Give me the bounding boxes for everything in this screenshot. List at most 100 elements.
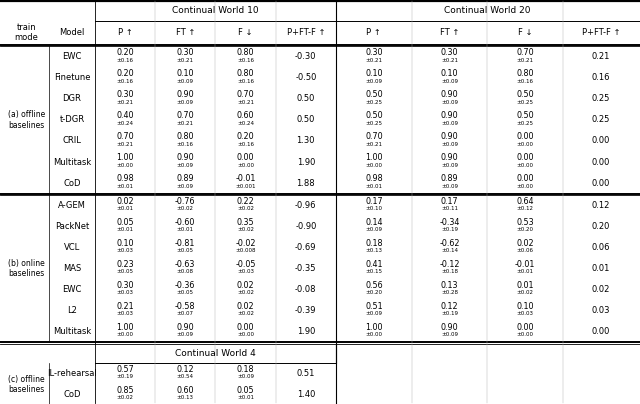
Text: ±0.08: ±0.08 [177,269,194,274]
Text: ±0.09: ±0.09 [177,332,194,337]
Text: 0.20: 0.20 [592,222,610,231]
Text: 0.70: 0.70 [116,133,134,141]
Text: (a) offline
baselines: (a) offline baselines [8,110,45,130]
Text: ±0.09: ±0.09 [441,332,458,337]
Text: -0.63: -0.63 [175,260,195,269]
Text: ±0.09: ±0.09 [365,227,382,232]
Text: ±0.16: ±0.16 [116,79,133,84]
Text: 0.89: 0.89 [441,175,458,183]
Text: 0.30: 0.30 [177,48,194,57]
Text: -0.62: -0.62 [439,239,460,248]
Text: ±0.09: ±0.09 [441,163,458,168]
Text: 0.00: 0.00 [592,327,610,336]
Text: 1.00: 1.00 [365,154,383,162]
Text: -0.81: -0.81 [175,239,195,248]
Text: ±0.05: ±0.05 [177,290,194,295]
Text: P ↑: P ↑ [367,28,381,37]
Text: -0.08: -0.08 [295,285,317,294]
Text: Continual World 10: Continual World 10 [172,6,259,15]
Text: DGR: DGR [63,95,81,103]
Text: ±0.01: ±0.01 [365,184,382,189]
Text: 0.00: 0.00 [592,158,610,166]
Text: ±0.00: ±0.00 [365,332,382,337]
Text: Continual World 4: Continual World 4 [175,349,256,358]
Text: Model: Model [60,28,84,37]
Text: 0.18: 0.18 [365,239,383,248]
Text: ±0.16: ±0.16 [177,142,194,147]
Text: ±0.09: ±0.09 [177,163,194,168]
Text: ±0.12: ±0.12 [516,206,534,211]
Text: A-GEM: A-GEM [58,201,86,210]
Text: 0.03: 0.03 [591,306,610,315]
Text: 1.90: 1.90 [297,158,315,166]
Text: 0.70: 0.70 [177,112,194,120]
Text: ±0.28: ±0.28 [441,290,458,295]
Text: ±0.19: ±0.19 [441,311,458,316]
Text: ±0.03: ±0.03 [116,248,133,253]
Text: 0.02: 0.02 [237,281,254,290]
Text: ±0.13: ±0.13 [365,248,382,253]
Text: 0.41: 0.41 [365,260,383,269]
Text: 1.00: 1.00 [116,323,134,332]
Text: 0.56: 0.56 [365,281,383,290]
Text: 0.10: 0.10 [365,69,383,78]
Text: 0.21: 0.21 [116,302,134,311]
Text: ±0.09: ±0.09 [177,79,194,84]
Text: 0.10: 0.10 [516,302,534,311]
Text: 0.51: 0.51 [297,369,315,378]
Text: ±0.09: ±0.09 [441,184,458,189]
Text: 0.02: 0.02 [237,302,254,311]
Text: 0.90: 0.90 [177,154,194,162]
Text: ±0.21: ±0.21 [441,58,458,63]
Text: 0.35: 0.35 [237,218,254,227]
Text: 0.12: 0.12 [441,302,458,311]
Text: ±0.09: ±0.09 [441,79,458,84]
Text: ±0.16: ±0.16 [516,79,534,84]
Text: 0.17: 0.17 [441,197,458,206]
Text: 0.10: 0.10 [116,239,134,248]
Text: 0.90: 0.90 [441,133,458,141]
Text: P ↑: P ↑ [118,28,132,37]
Text: Finetune: Finetune [54,74,90,82]
Text: 0.51: 0.51 [365,302,383,311]
Text: F ↓: F ↓ [518,28,532,37]
Text: ±0.02: ±0.02 [516,290,534,295]
Text: 0.80: 0.80 [177,133,194,141]
Text: 0.50: 0.50 [365,112,383,120]
Text: Multitask: Multitask [53,158,91,166]
Text: ±0.21: ±0.21 [516,58,534,63]
Text: 0.70: 0.70 [237,90,254,99]
Text: ±0.18: ±0.18 [441,269,458,274]
Text: 0.20: 0.20 [237,133,254,141]
Text: -0.02: -0.02 [236,239,256,248]
Text: ±0.13: ±0.13 [177,396,194,400]
Text: 0.00: 0.00 [592,137,610,145]
Text: 0.06: 0.06 [591,243,610,252]
Text: 0.01: 0.01 [516,281,534,290]
Text: ±0.21: ±0.21 [237,100,254,105]
Text: Multitask: Multitask [53,327,91,336]
Text: 0.20: 0.20 [116,48,134,57]
Text: -0.36: -0.36 [175,281,195,290]
Text: 0.50: 0.50 [297,95,315,103]
Text: 0.64: 0.64 [516,197,534,206]
Text: 1.00: 1.00 [365,323,383,332]
Text: 0.80: 0.80 [237,48,254,57]
Text: P+FT-F ↑: P+FT-F ↑ [287,28,325,37]
Text: PackNet: PackNet [55,222,89,231]
Text: ±0.00: ±0.00 [365,163,382,168]
Text: ±0.21: ±0.21 [365,58,382,63]
Text: CoD: CoD [63,390,81,399]
Text: ±0.09: ±0.09 [441,142,458,147]
Text: ±0.05: ±0.05 [116,269,133,274]
Text: 0.23: 0.23 [116,260,134,269]
Text: 0.10: 0.10 [441,69,458,78]
Text: 0.13: 0.13 [441,281,458,290]
Text: 0.53: 0.53 [516,218,534,227]
Text: ±0.01: ±0.01 [116,227,133,232]
Text: ±0.09: ±0.09 [365,311,382,316]
Text: ±0.00: ±0.00 [516,332,534,337]
Text: train
mode: train mode [14,23,38,42]
Text: -0.05: -0.05 [236,260,256,269]
Text: ±0.19: ±0.19 [116,375,133,379]
